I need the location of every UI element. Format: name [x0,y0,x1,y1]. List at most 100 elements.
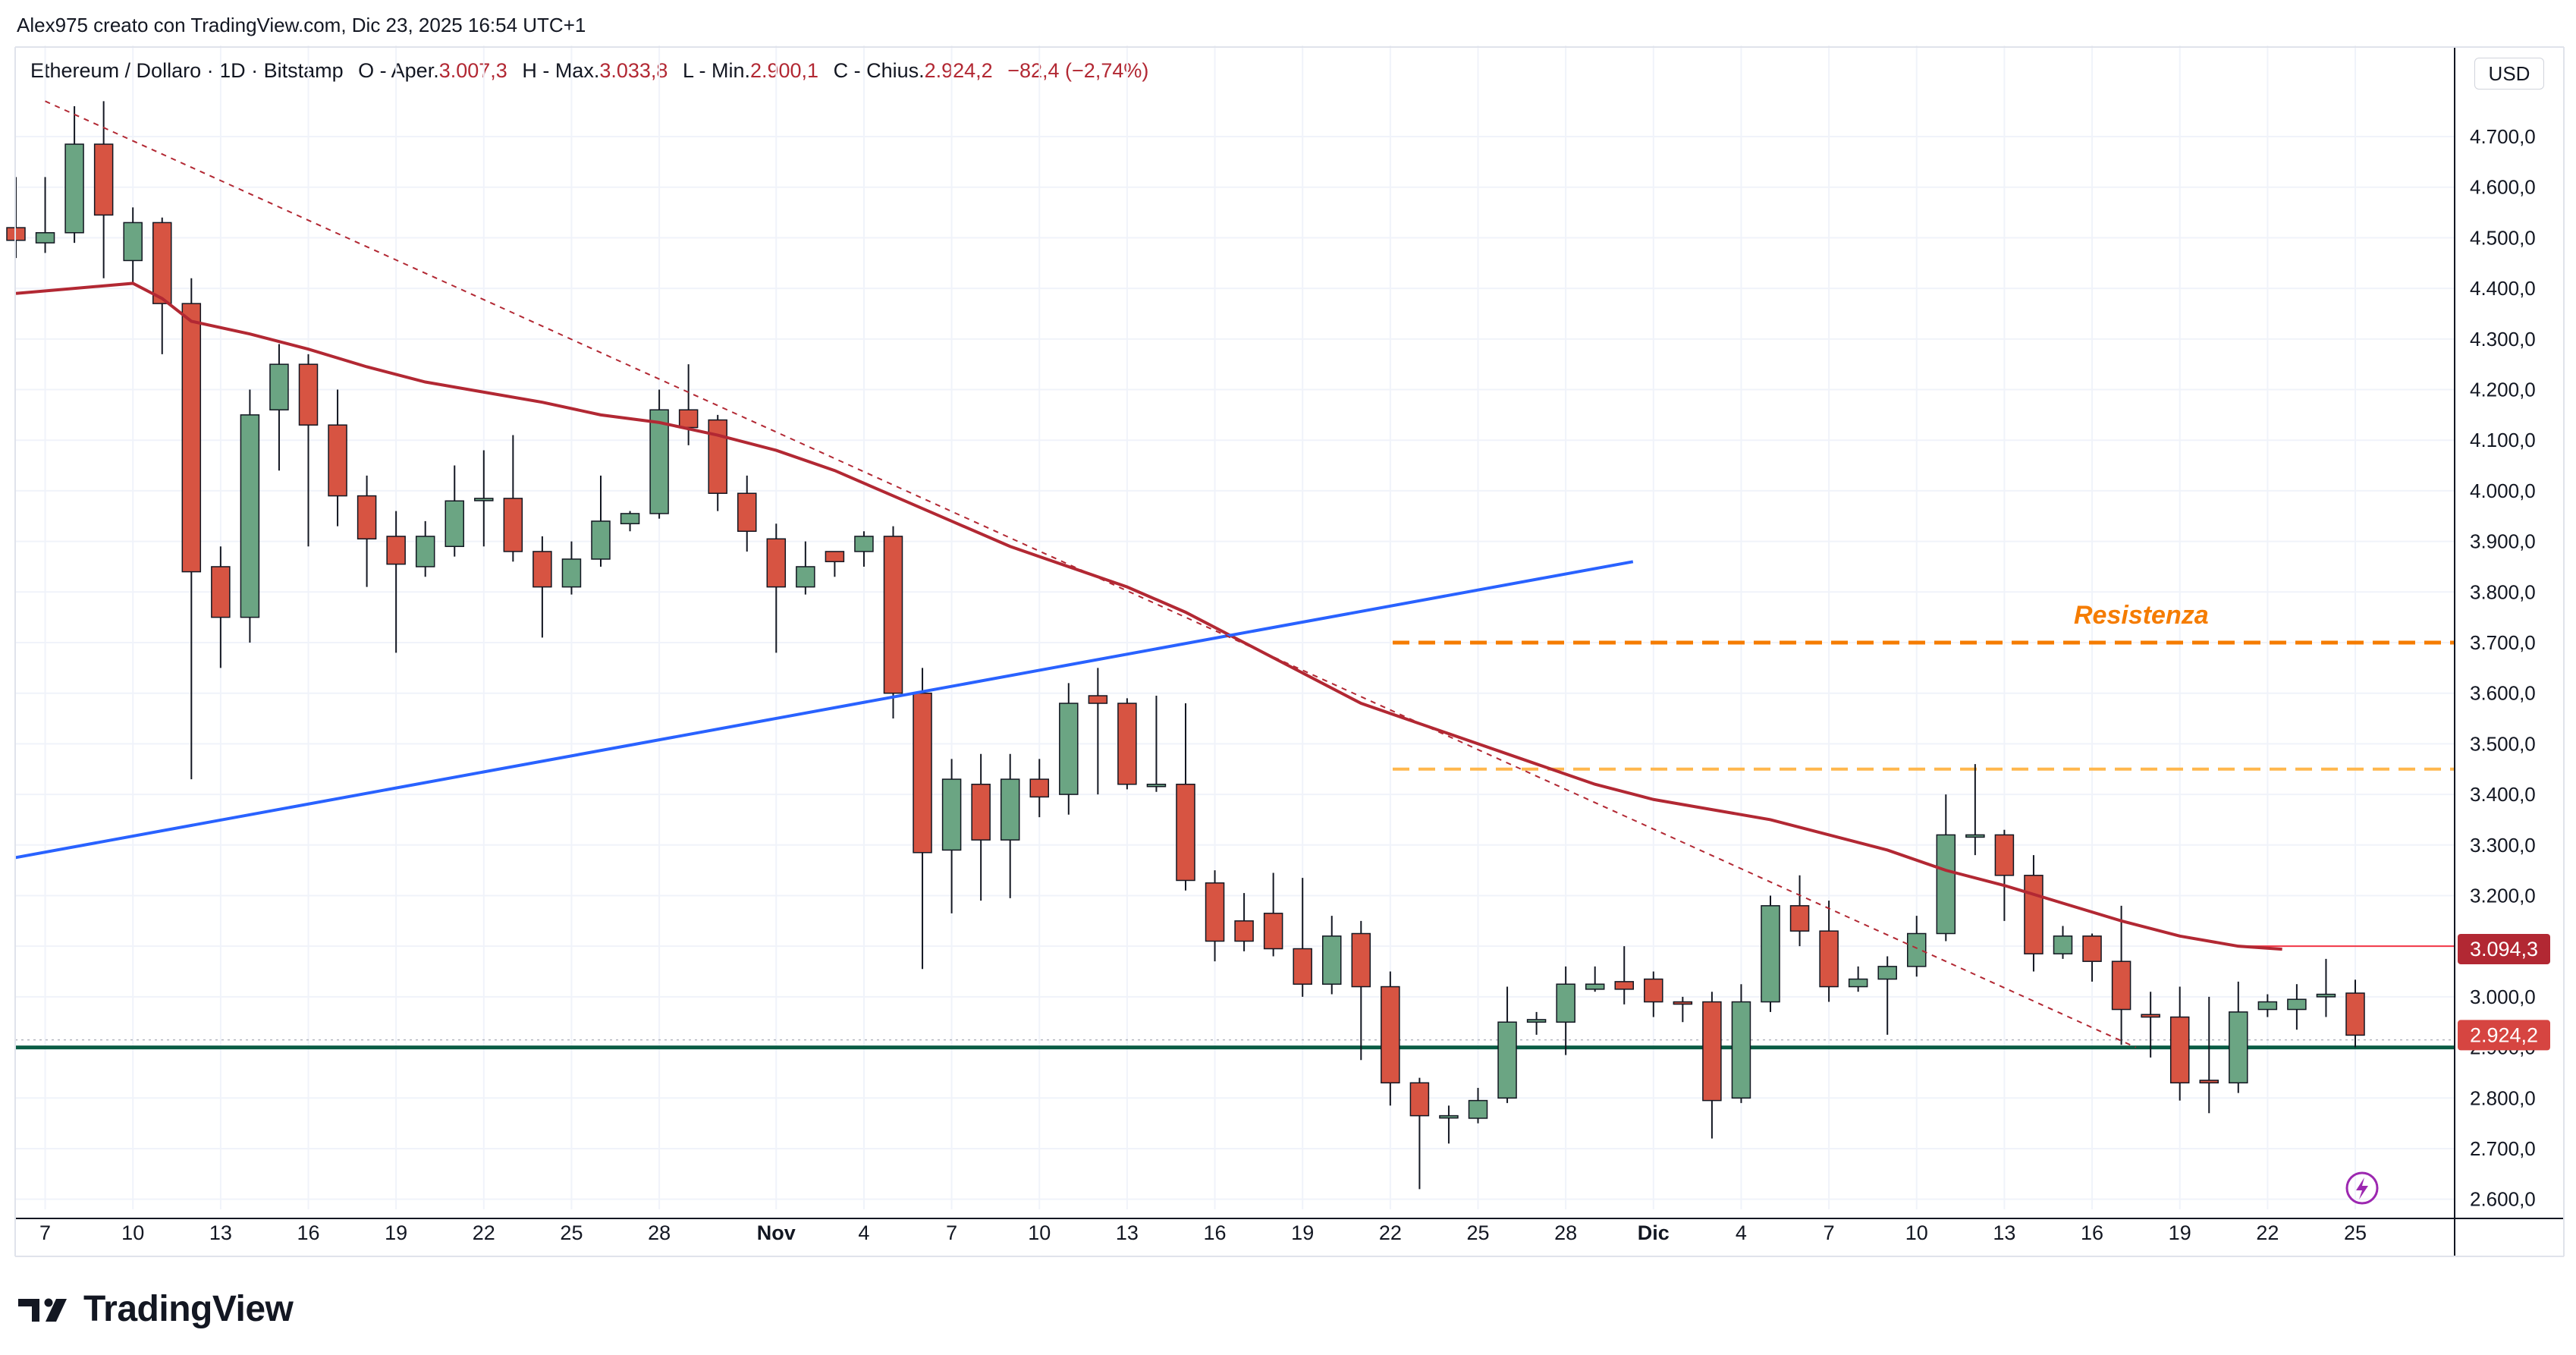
candle [1205,870,1225,962]
y-tick-label: 3.600,0 [2470,682,2536,705]
candle-body [971,783,991,841]
candle [1322,916,1342,995]
candle [123,207,143,284]
candle [1819,901,1839,1002]
candle-body [1614,981,1634,990]
candle-body [474,498,494,501]
candle [1351,920,1371,1061]
candle-body [211,566,231,618]
candle [1497,986,1517,1103]
candle-body [1585,983,1605,990]
x-tick-label: 25 [1466,1221,1489,1244]
candle-body [825,551,845,563]
candle-body [1351,932,1371,988]
x-tick-label: 13 [1116,1221,1139,1244]
candle-body [328,424,347,497]
last-price-badge-bg [2458,1020,2550,1051]
candle [1439,1105,1459,1144]
candle-body [1000,778,1020,841]
candle-body [152,222,172,304]
candle [561,541,582,595]
candle-body [2053,935,2073,954]
x-tick-label: 16 [2081,1221,2103,1244]
annotation-lines [15,640,2455,1050]
candle-body [1702,1001,1722,1102]
overlays [14,100,2137,1048]
candle-body [1322,935,1342,985]
candle-body [298,363,319,426]
candle [2082,933,2102,982]
candle-body [2229,1011,2248,1084]
candle-body [2287,998,2307,1011]
candle-body [1761,905,1780,1003]
candle [766,523,787,653]
candle-body [708,419,727,494]
candle-body [649,409,669,514]
candle-body [445,500,464,548]
candle [1000,753,1020,898]
x-tick-label: Nov [757,1221,796,1244]
candle-body [503,498,523,552]
y-tick-label: 3.400,0 [2470,783,2536,806]
x-tick-label: 19 [2169,1221,2191,1244]
candle-body [883,536,903,694]
candle-body [2316,993,2336,998]
lightning-icon[interactable] [2345,1171,2379,1205]
y-tick-label: 4.700,0 [2470,125,2536,148]
candle [796,541,815,595]
candle-body [913,692,932,854]
candle [532,536,552,638]
candle [2199,996,2219,1114]
candle-body [1381,986,1400,1084]
candle [328,389,347,527]
candle-body [1965,834,1985,838]
candle [152,217,172,354]
candle [1117,698,1137,790]
candle-body [1789,905,1810,932]
symbol-name[interactable]: Ethereum / Dollaro · 1D · Bitstamp [30,59,344,82]
candle-body [2199,1080,2219,1084]
x-tick-label: 10 [1028,1221,1051,1244]
candle-body [620,513,640,525]
candle [1468,1087,1488,1124]
low-value: 2.900,1 [749,59,819,82]
candle [2169,986,2190,1101]
change-value: −82,4 (−2,74%) [1007,59,1149,82]
candle-body [1409,1082,1430,1117]
moving-average [15,281,2282,951]
ma-value-badge-bg [2458,933,2550,964]
candle [503,435,523,562]
candle-body [1907,932,1927,967]
candle [35,177,55,253]
candle-body [532,551,552,588]
high-value: 3.033,8 [599,59,668,82]
candle-body [1497,1021,1517,1099]
x-tick-label: 16 [1204,1221,1227,1244]
candle-body [737,492,757,533]
candle [2316,958,2336,1017]
tradingview-brand[interactable]: TradingView [18,1288,294,1330]
candle-body [766,538,787,588]
candle-body [35,232,55,244]
x-tick-label: 28 [648,1221,671,1244]
candle [2229,981,2248,1093]
y-tick-label: 4.100,0 [2470,429,2536,451]
candle-body [796,566,815,588]
x-tick-label: 4 [858,1221,869,1244]
open-value: 3.007,3 [438,59,507,82]
x-tick-label: 7 [39,1221,51,1244]
candle-body [240,414,260,618]
y-tick-label: 4.200,0 [2470,379,2536,401]
x-tick-label: 19 [1291,1221,1314,1244]
candle [825,551,845,577]
currency-button[interactable]: USD [2474,58,2544,90]
candle [181,278,202,780]
candle-body [1848,978,1868,988]
candle-body [1117,703,1137,785]
candle-body [1731,1001,1751,1099]
ma-line [15,281,2282,951]
y-tick-label: 2.700,0 [2470,1137,2536,1160]
candle-body [1819,930,1839,988]
candle [93,101,114,278]
